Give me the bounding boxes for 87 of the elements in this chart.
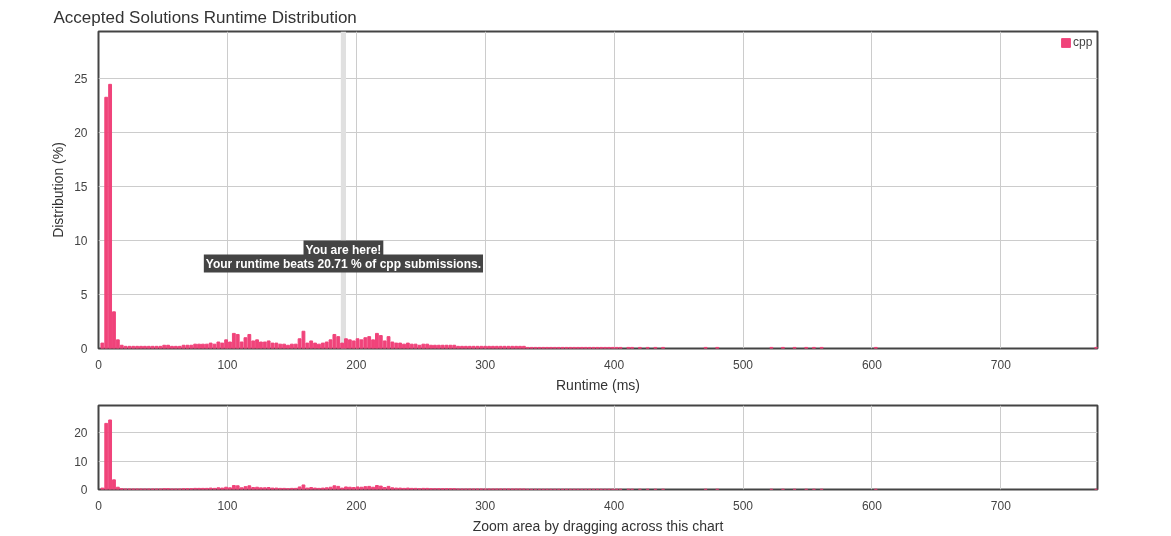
bar <box>375 485 379 490</box>
bar <box>243 486 248 490</box>
bar <box>247 485 252 490</box>
bar <box>367 336 372 349</box>
x-tick-label: 700 <box>990 498 1012 513</box>
x-tick-label: 400 <box>604 357 625 372</box>
bar <box>405 342 410 349</box>
x-tick-label: 200 <box>346 498 367 513</box>
x-tick-label: 200 <box>346 357 367 372</box>
bar <box>108 83 113 349</box>
legend-label: cpp <box>1073 35 1093 49</box>
bar <box>378 485 383 490</box>
bar <box>309 340 314 349</box>
bar <box>398 342 403 349</box>
bar <box>336 336 341 349</box>
x-tick-label: 500 <box>733 498 754 513</box>
x-tick-label: 100 <box>217 357 238 372</box>
bar <box>336 485 341 490</box>
bar <box>259 341 263 349</box>
bar <box>386 336 391 349</box>
bar <box>262 341 267 349</box>
bar <box>220 342 225 349</box>
bar <box>313 342 317 349</box>
y-tick-label: 10 <box>74 234 88 249</box>
bar <box>166 344 171 349</box>
y-tick-label: 0 <box>80 342 88 356</box>
bar <box>270 342 275 349</box>
bar <box>104 422 109 490</box>
x-axis-title: Runtime (ms) <box>556 376 641 393</box>
y-axis-title: Distribution (%) <box>50 142 67 238</box>
bar <box>320 342 325 349</box>
x-tick-label: 300 <box>475 498 496 513</box>
bar <box>375 332 379 349</box>
bar <box>231 332 236 349</box>
annotation: You are here! Your runtime beats 20.71 % of cpp submissions. <box>205 242 482 271</box>
bar <box>235 485 240 490</box>
x-axis-title: Zoom area by dragging across this chart <box>472 517 724 534</box>
y-tick-label: 0 <box>80 483 88 497</box>
x-tick-label: 600 <box>861 498 883 513</box>
bar <box>301 330 306 349</box>
bar <box>344 338 348 349</box>
bar <box>378 335 383 349</box>
bar <box>231 485 236 490</box>
bar <box>436 344 441 349</box>
x-tick-label: 0 <box>95 498 103 513</box>
bar <box>351 340 356 349</box>
bar <box>185 344 190 349</box>
x-tick-label: 400 <box>604 498 625 513</box>
bar <box>235 333 240 349</box>
x-tick-label: 600 <box>861 357 883 372</box>
x-tick-label: 300 <box>475 357 496 372</box>
bar <box>386 485 391 490</box>
bar <box>367 485 372 490</box>
x-tick-label: 100 <box>217 498 238 513</box>
bar <box>417 344 422 349</box>
bar <box>189 344 194 349</box>
bar <box>247 333 252 349</box>
bar <box>332 485 337 490</box>
y-tick-label: 20 <box>74 426 88 441</box>
x-tick-label: 700 <box>990 357 1012 372</box>
chart-title: Accepted Solutions Runtime Distribution <box>53 7 357 27</box>
y-tick-label: 10 <box>74 454 88 469</box>
y-tick-label: 20 <box>74 126 88 141</box>
bar <box>224 339 229 349</box>
bar <box>394 342 399 349</box>
bar <box>243 337 248 349</box>
bar <box>332 333 337 349</box>
bar <box>216 341 221 349</box>
bar <box>344 486 348 490</box>
y-tick-label: 15 <box>74 180 88 195</box>
bar <box>429 344 433 349</box>
bar <box>162 344 167 349</box>
bar <box>359 339 364 349</box>
x-tick-label: 0 <box>95 357 103 372</box>
bar <box>255 339 259 349</box>
x-tick-label: 500 <box>733 357 754 372</box>
bar <box>452 344 457 349</box>
bar <box>444 344 449 349</box>
bar <box>363 337 368 349</box>
y-tick-label: 25 <box>74 72 88 87</box>
bar <box>301 484 306 490</box>
bar <box>274 342 279 349</box>
y-tick-label: 5 <box>80 288 88 303</box>
bar <box>108 419 113 490</box>
bar <box>448 344 453 349</box>
bar <box>363 486 368 490</box>
bar <box>347 339 352 349</box>
